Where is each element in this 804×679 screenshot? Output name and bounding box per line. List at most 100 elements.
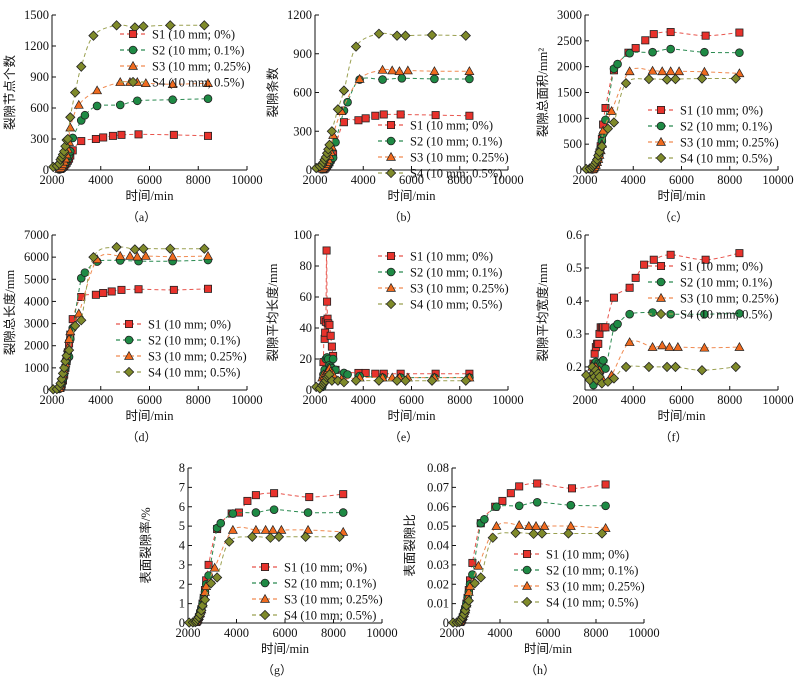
data-point [140, 250, 151, 260]
data-point [56, 373, 67, 385]
data-point [168, 95, 177, 105]
chart-g: 2000 4000 6000 8000 10000 0 1 2 3 4 5 6 7 8 时间/min 表面裂隙… [138, 461, 398, 677]
data-point [460, 30, 471, 41]
data-point [625, 48, 634, 58]
legend-item-s1: S1 (10 mm; 0%) [648, 104, 763, 118]
x-tick-label: 2000 [573, 393, 598, 407]
series-s4 [311, 28, 471, 174]
y-axis-title: 裂隙总面积/mm² [536, 48, 550, 137]
y-tick-label: 0.08 [427, 461, 449, 475]
data-point [514, 501, 524, 511]
legend-marker-square [657, 261, 666, 270]
x-axis-title: 时间/min [388, 409, 437, 423]
data-point [624, 337, 635, 346]
data-point [533, 479, 542, 488]
data-point [247, 531, 258, 542]
legend-label: S1 (10 mm; 0%) [680, 104, 763, 118]
legend-label: S2 (10 mm; 0.1%) [284, 577, 376, 591]
y-tick-label: 900 [30, 70, 49, 84]
data-point [350, 375, 362, 386]
legend-marker-circle [386, 267, 396, 277]
chart-c: 2000 4000 6000 8000 10000 0 500 1000 1500 2000 250… [536, 8, 794, 224]
legend-marker-circle [656, 277, 666, 287]
y-axis-title: 表面裂隙比 [403, 514, 417, 577]
x-tick-label: 8000 [447, 173, 472, 187]
data-point [111, 20, 122, 31]
data-point [465, 111, 474, 120]
data-point [205, 578, 217, 589]
legend-marker-circle [386, 136, 396, 146]
series-s4 [581, 361, 741, 389]
data-point [99, 133, 108, 142]
data-point [468, 570, 477, 579]
legend-marker-square [386, 121, 395, 130]
y-tick-label: 0 [179, 616, 185, 630]
data-point [77, 292, 86, 301]
data-point [600, 522, 611, 532]
data-point [734, 342, 745, 351]
x-tick-label: 10000 [492, 173, 523, 187]
data-point [88, 30, 99, 41]
data-point [65, 112, 76, 123]
data-point [334, 531, 345, 542]
x-tick-label: 8000 [447, 393, 472, 407]
legend-marker-square [523, 550, 532, 559]
data-point [625, 309, 634, 319]
y-tick-label: 0 [443, 616, 449, 630]
data-point [602, 123, 614, 134]
data-point [631, 273, 640, 282]
y-tick-label: 4 [179, 539, 186, 553]
legend-item-s3: S3 (10 mm; 0.25%) [648, 136, 779, 150]
legend-label: S4 (10 mm; 0.5%) [410, 298, 502, 312]
legend-item-s2: S2 (10 mm; 0.1%) [648, 120, 772, 134]
data-point [657, 340, 668, 350]
y-tick-label: 4000 [24, 294, 49, 308]
legend-marker-triangle [124, 350, 134, 360]
data-point [276, 524, 287, 534]
data-point [59, 362, 70, 374]
series-s4 [311, 369, 471, 394]
legend-item-s1: S1 (10 mm; 0%) [252, 561, 367, 575]
x-tick-label: 10000 [762, 393, 793, 407]
legend-label: S2 (10 mm; 0.1%) [546, 564, 638, 578]
y-tick-label: 7 [179, 480, 185, 494]
data-point [92, 85, 103, 95]
x-tick-label: 4000 [351, 393, 376, 407]
legend-item-s3: S3 (10 mm; 0.25%) [648, 292, 779, 306]
data-point [167, 251, 178, 261]
y-tick-label: 1 [179, 597, 185, 611]
data-point [338, 377, 350, 388]
data-point [469, 578, 480, 589]
y-tick-label: 0.04 [427, 539, 450, 553]
panel-caption: （f） [660, 430, 688, 444]
data-point [492, 502, 501, 512]
legend-marker-triangle [386, 151, 396, 161]
series-s1 [589, 249, 744, 368]
data-point [568, 484, 577, 493]
series-s4 [448, 527, 608, 628]
y-tick-label: 2000 [557, 60, 582, 74]
data-point [528, 528, 539, 540]
x-tick-label: 10000 [366, 626, 397, 640]
legend: S1 (10 mm; 0%) S2 (10 mm; 0.1%) S3 (10 mm;… [648, 104, 779, 166]
series-s1 [56, 130, 212, 173]
data-point [735, 249, 744, 258]
legend-item-s2: S2 (10 mm; 0.1%) [252, 577, 376, 591]
data-point [601, 323, 610, 332]
y-tick-label: 6 [179, 500, 185, 514]
y-tick-label: 600 [293, 86, 312, 100]
data-point [373, 375, 385, 386]
data-point [138, 243, 149, 254]
data-point [251, 491, 260, 500]
data-point [674, 66, 685, 76]
y-axis-title: 裂隙条数 [265, 67, 280, 118]
data-point [76, 315, 87, 326]
x-tick-label: 2000 [440, 626, 465, 640]
data-point [322, 246, 331, 255]
data-point [343, 370, 352, 379]
legend-marker-diamond [127, 76, 139, 88]
series-line [59, 98, 209, 170]
legend-item-s4: S4 (10 mm; 0.5%) [378, 298, 502, 312]
data-point [735, 28, 744, 37]
legend-label: S2 (10 mm; 0.1%) [148, 334, 240, 348]
